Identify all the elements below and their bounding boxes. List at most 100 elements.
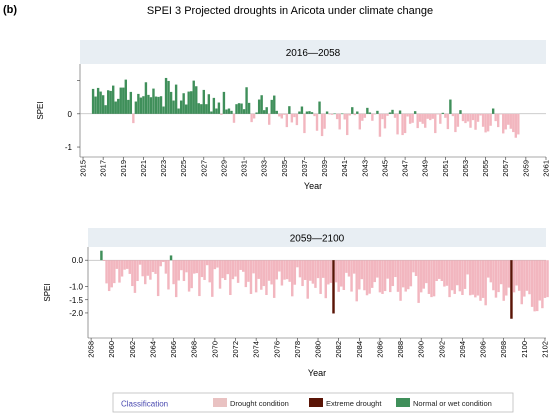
bar (502, 260, 505, 301)
bar (381, 113, 384, 120)
bar (100, 250, 103, 261)
bar (458, 260, 462, 292)
bar (280, 260, 284, 286)
bar (489, 260, 493, 283)
bar (244, 260, 248, 288)
panel-tag: (b) (3, 4, 17, 16)
bar (408, 113, 412, 124)
x-tick-label: 2049 (421, 160, 430, 177)
x-tick-label: 2072 (231, 341, 240, 358)
bar (293, 260, 297, 285)
bar (528, 260, 531, 295)
bar (451, 113, 455, 117)
bar (489, 113, 492, 126)
bar (381, 260, 384, 294)
bar (507, 113, 510, 125)
x-tick-label: 2060 (107, 341, 116, 358)
bar (401, 260, 405, 288)
bar (190, 91, 193, 114)
bar (373, 113, 377, 115)
bar (180, 260, 183, 271)
bar (141, 260, 144, 277)
bar (237, 103, 241, 114)
bar (466, 113, 470, 122)
bar (242, 109, 246, 114)
bar (310, 112, 314, 114)
bar (330, 113, 334, 115)
bar (491, 108, 495, 114)
bar (431, 113, 434, 119)
x-tick-label: 2076 (272, 341, 281, 358)
bar (247, 260, 250, 282)
bar (245, 87, 248, 114)
bar (361, 113, 364, 121)
bar (338, 113, 341, 130)
bar (257, 99, 261, 114)
bar (236, 260, 240, 283)
bar (144, 82, 148, 114)
x-tick-label: 2061 (542, 160, 550, 177)
bar (378, 113, 382, 137)
bar (231, 260, 235, 280)
bar (159, 96, 163, 114)
bar (396, 260, 400, 292)
bar (129, 91, 133, 114)
bar (275, 260, 278, 280)
bar (484, 113, 487, 133)
bar (117, 98, 120, 114)
bar (333, 113, 336, 115)
bar (471, 260, 474, 295)
bar (151, 260, 155, 273)
bar (122, 87, 125, 114)
bar (169, 91, 173, 114)
x-tick-label: 2037 (300, 160, 309, 177)
y-tick-label: -2.0 (69, 309, 83, 318)
bar (505, 260, 508, 296)
bar (481, 113, 485, 127)
bar (424, 113, 427, 128)
bar (427, 260, 431, 294)
bar (298, 260, 302, 278)
y-tick-label: -1 (65, 143, 73, 152)
bar (239, 260, 242, 270)
bar (162, 106, 165, 114)
bar (494, 113, 497, 122)
bar (154, 260, 157, 274)
bar (469, 113, 472, 128)
bar (210, 111, 213, 114)
bar (144, 260, 147, 285)
bar (464, 113, 467, 124)
bar (546, 260, 549, 298)
bar (324, 260, 327, 299)
bar (468, 260, 472, 296)
bar (309, 260, 312, 281)
bar (182, 260, 186, 282)
bar (487, 260, 490, 278)
bar (149, 97, 153, 114)
bar (270, 260, 273, 285)
bar (99, 91, 102, 114)
bar (383, 260, 387, 292)
bar (164, 77, 168, 114)
bar (290, 113, 294, 123)
bar (370, 260, 374, 288)
bar (502, 113, 505, 134)
x-tick-label: 2096 (479, 341, 488, 358)
bar (332, 260, 335, 314)
bar (342, 260, 346, 290)
x-tick-label: 2066 (169, 341, 178, 358)
bar (325, 111, 329, 114)
bar (323, 113, 326, 129)
bar (152, 88, 155, 114)
bar (229, 260, 232, 296)
bar (353, 113, 356, 116)
bar (296, 260, 299, 268)
bar (432, 260, 436, 297)
bar (308, 111, 311, 114)
panel-title: 2059—2100 (290, 234, 345, 245)
bar (167, 80, 170, 114)
bar (343, 113, 346, 120)
bar (200, 260, 204, 278)
bar (221, 260, 224, 279)
bar (456, 260, 459, 286)
